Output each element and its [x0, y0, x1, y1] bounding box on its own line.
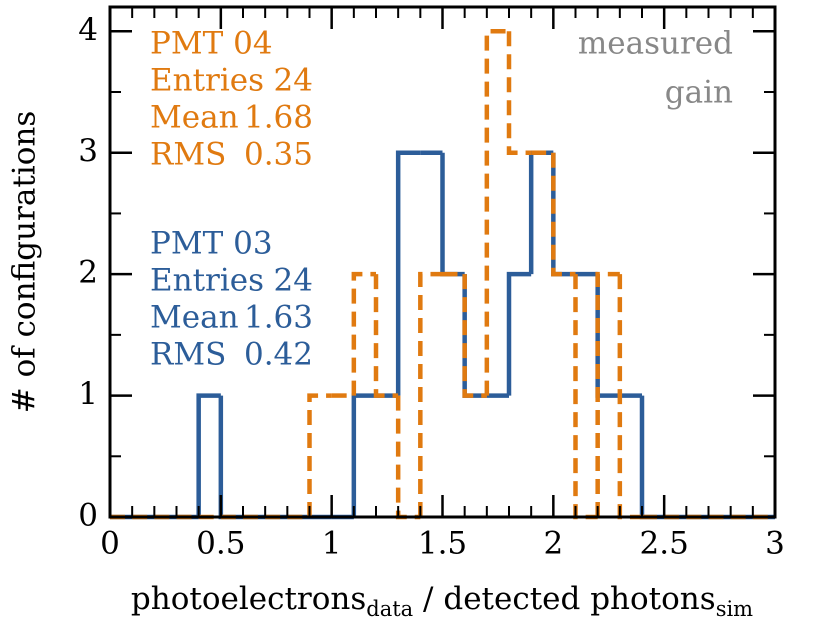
- histogram-step: [196, 393, 221, 517]
- histogram-step: [506, 31, 532, 155]
- stats-value: 24: [274, 63, 313, 99]
- x-label-part: photoelectrons: [131, 581, 366, 617]
- y-tick-label: 1: [78, 376, 98, 412]
- y-tick-label: 2: [78, 255, 98, 291]
- x-tick-label: 3: [765, 526, 785, 562]
- histogram-step: [573, 274, 598, 520]
- histogram-step: [462, 274, 487, 398]
- stats-label: RMS: [150, 137, 226, 173]
- histogram-step: [551, 152, 576, 277]
- annotation: measured: [578, 26, 733, 62]
- histogram-step: [506, 271, 532, 396]
- stats-name: PMT 03: [150, 226, 273, 262]
- histogram-step: [395, 150, 421, 396]
- x-tick-label: 2.5: [640, 526, 689, 562]
- stats-label: RMS: [150, 337, 226, 373]
- stats-value: 1.68: [244, 100, 313, 136]
- y-axis-label: # of configurations: [7, 111, 43, 414]
- stats-value: 24: [274, 263, 313, 299]
- histogram-step: [351, 393, 376, 517]
- x-tick-label: 1: [322, 526, 342, 562]
- x-label-part: / detected photons: [413, 581, 715, 617]
- x-tick-label: 1.5: [418, 526, 467, 562]
- histogram-step: [351, 271, 376, 396]
- histogram-step: [551, 152, 576, 277]
- histogram-step: [528, 150, 554, 275]
- histogram-step: [418, 271, 443, 517]
- stats-value: 0.35: [244, 137, 313, 173]
- x-tick-label: 0.5: [196, 526, 245, 562]
- histogram-step: [484, 29, 509, 396]
- stats-label: Entries: [150, 263, 264, 299]
- x-label-sub: sim: [716, 597, 753, 619]
- x-tick-label: 0: [100, 526, 120, 562]
- histogram-step: [440, 152, 465, 277]
- histogram-step: [639, 395, 665, 520]
- stats-value: 0.42: [244, 337, 313, 373]
- y-tick-label: 4: [78, 12, 98, 48]
- x-axis-label: photoelectronsdata / detected photonssim: [131, 581, 753, 619]
- x-label-sub: data: [366, 597, 413, 619]
- histogram-step: [595, 274, 620, 398]
- histogram-step: [373, 274, 399, 398]
- histogram-step: [462, 274, 487, 398]
- stats-value: 1.63: [244, 300, 313, 336]
- stats-name: PMT 04: [150, 26, 273, 62]
- histogram-step: [307, 393, 332, 517]
- stats-label: Mean: [150, 100, 239, 136]
- annotation: gain: [665, 75, 733, 111]
- stats-label: Mean: [150, 300, 239, 336]
- histogram-step: [395, 395, 421, 520]
- histogram-step: [595, 271, 620, 517]
- y-tick-label: 3: [78, 133, 98, 169]
- y-tick-label: 0: [78, 498, 98, 534]
- x-tick-label: 2: [543, 526, 563, 562]
- stats-label: Entries: [150, 63, 264, 99]
- histogram-step: [218, 395, 243, 520]
